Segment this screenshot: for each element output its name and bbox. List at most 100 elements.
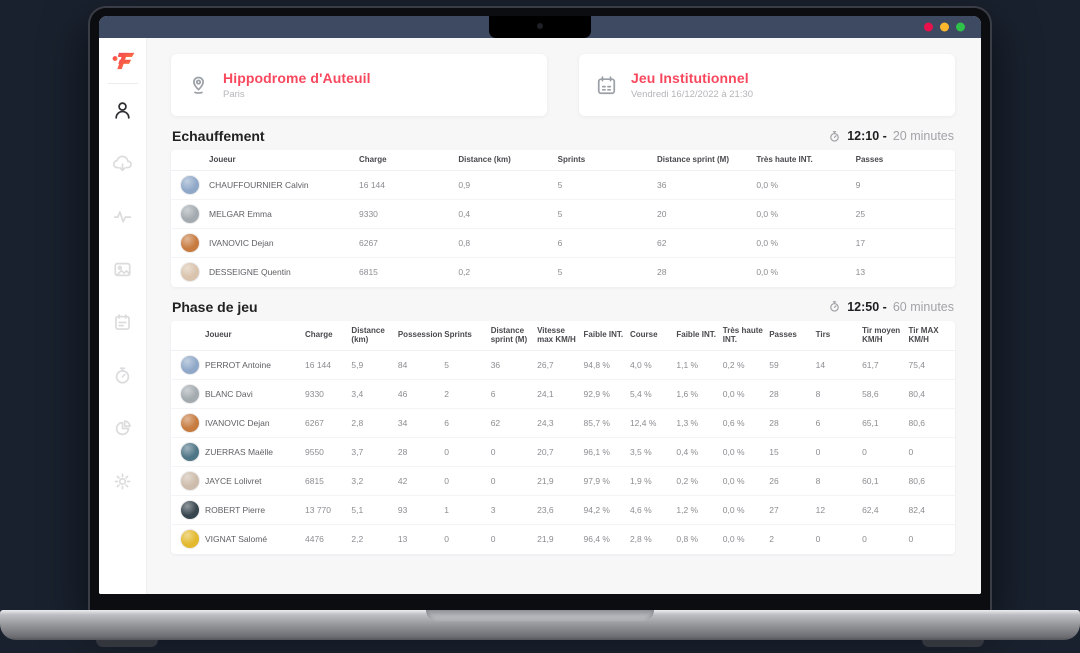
event-card[interactable]: Jeu Institutionnel Vendredi 16/12/2022 à… <box>579 54 955 116</box>
timer-start: 12:50 - <box>847 299 887 314</box>
stat-cell: 0,0 % <box>722 496 770 525</box>
stat-cell: 14 <box>815 351 863 380</box>
stat-cell: 25 <box>855 200 955 229</box>
stat-cell: 24,1 <box>537 380 584 409</box>
stat-cell: 0,8 <box>458 229 558 258</box>
stat-cell: 13 <box>855 267 866 278</box>
stat-cell: 58,6 <box>862 380 909 409</box>
player-name: MELGAR Emma <box>209 200 359 229</box>
stat-cell: 3,2 <box>351 467 398 496</box>
column-header: Sprints <box>444 321 491 351</box>
venue-card-text: Hippodrome d'Auteuil Paris <box>223 70 371 100</box>
stat-cell: 84 <box>397 351 445 380</box>
column-header: Joueur <box>209 150 359 171</box>
stat-cell: 0,0 % <box>756 267 779 278</box>
stat-cell: 2,8 <box>351 409 398 438</box>
window-zoom-button[interactable] <box>956 22 965 32</box>
stat-cell: 0 <box>490 467 538 496</box>
activity-icon[interactable] <box>112 206 133 227</box>
stat-cell: 0,8 % <box>676 534 699 545</box>
stat-cell: 9550 <box>305 438 352 467</box>
avatar-cell <box>171 258 209 287</box>
stat-cell: 0,0 % <box>722 438 770 467</box>
table-header-row: Joueur Charge Distance (km) Possession Sprin… <box>171 321 955 351</box>
stat-cell: 17 <box>855 229 955 258</box>
stat-cell: 6 <box>444 409 491 438</box>
player-row: DESSEIGNE Quentin 6815 0,2 5 28 0,0 % 13 <box>171 258 955 287</box>
stat-cell: 12,4 % <box>629 409 677 438</box>
stat-cell: 5 <box>557 200 657 229</box>
stopwatch-icon <box>828 300 841 313</box>
stat-cell: 62 <box>490 409 538 438</box>
stat-cell: 6815 <box>305 467 352 496</box>
planner-icon[interactable] <box>112 312 133 333</box>
player-name: ZUERRAS Maëlle <box>205 438 305 467</box>
stat-cell: 2 <box>769 534 774 545</box>
column-header: Faible INT. <box>676 321 723 351</box>
user-icon[interactable] <box>112 100 133 121</box>
stat-cell: 0,2 % <box>676 467 723 496</box>
section-timer: 12:10 - 20 minutes <box>828 129 954 143</box>
stat-cell: 26 <box>769 467 816 496</box>
stat-cell: 82,4 <box>908 496 955 525</box>
stat-cell: 0,9 <box>458 171 558 200</box>
venue-card[interactable]: Hippodrome d'Auteuil Paris <box>171 54 547 116</box>
avatar-cell <box>171 229 209 258</box>
stat-cell: 60,1 <box>862 467 909 496</box>
stat-cell: 21,9 <box>537 467 584 496</box>
stat-cell: 93 <box>397 496 445 525</box>
column-header: Course <box>629 321 677 351</box>
stat-cell: 24,3 <box>537 409 584 438</box>
stat-cell: 9330 <box>305 380 352 409</box>
stat-cell: 96,4 % <box>583 534 610 545</box>
stat-cell: 6267 <box>359 229 459 258</box>
stat-cell: 94,2 % <box>583 496 630 525</box>
stat-cell: 0,0 % <box>722 467 770 496</box>
column-header: Faible INT. <box>583 321 630 351</box>
window-close-button[interactable] <box>924 22 933 32</box>
column-header: Très haute INT. <box>756 150 856 171</box>
column-header: Joueur <box>205 321 305 351</box>
stat-cell: 3,4 <box>351 380 398 409</box>
window-minimize-button[interactable] <box>940 22 949 32</box>
stat-cell: 0 <box>862 534 867 545</box>
app-logo[interactable] <box>110 48 136 74</box>
player-avatar <box>180 499 200 520</box>
laptop-foot <box>922 640 984 647</box>
stat-cell: 21,9 <box>537 534 554 545</box>
section-title: Phase de jeu <box>172 298 258 315</box>
avatar-cell <box>171 171 209 200</box>
stat-cell: 36 <box>656 171 757 200</box>
column-header: Très haute INT. <box>722 321 770 351</box>
stat-cell: 3 <box>490 496 538 525</box>
stat-cell: 59 <box>769 351 816 380</box>
sidebar-divider <box>107 83 138 84</box>
stopwatch-icon[interactable] <box>112 365 133 386</box>
stat-cell: 80,6 <box>908 409 955 438</box>
stat-cell: 36 <box>490 351 538 380</box>
stat-cell: 4,6 % <box>629 496 677 525</box>
player-avatar <box>180 174 200 195</box>
header-cards: Hippodrome d'Auteuil Paris Jeu Instituti… <box>171 54 955 116</box>
pie-chart-icon[interactable] <box>112 418 133 439</box>
stat-cell: 0,6 % <box>722 409 770 438</box>
stat-cell: 5,1 <box>351 496 398 525</box>
stat-cell: 4476 <box>305 534 324 545</box>
stat-cell: 62 <box>656 229 757 258</box>
settings-icon[interactable] <box>112 471 133 492</box>
gallery-icon[interactable] <box>112 259 133 280</box>
venue-title: Hippodrome d'Auteuil <box>223 70 371 86</box>
avatar-cell <box>171 409 205 438</box>
avatar-cell <box>171 438 205 467</box>
stat-cell: 5 <box>557 267 563 278</box>
laptop-foot <box>96 640 158 647</box>
cloud-download-icon[interactable] <box>112 153 133 174</box>
stat-cell: 28 <box>397 438 445 467</box>
player-name: VIGNAT Salomé <box>205 534 268 545</box>
column-header: Passes <box>855 150 955 171</box>
player-name: PERROT Antoine <box>205 351 305 380</box>
section-phase-de-jeu: Phase de jeu 12:50 - 60 minutes Joueur Ch… <box>171 299 955 554</box>
game-phase-table: Joueur Charge Distance (km) Possession Sprin… <box>171 320 955 554</box>
stat-cell: 2,2 <box>351 534 364 545</box>
timer-duration: 60 minutes <box>892 299 954 314</box>
